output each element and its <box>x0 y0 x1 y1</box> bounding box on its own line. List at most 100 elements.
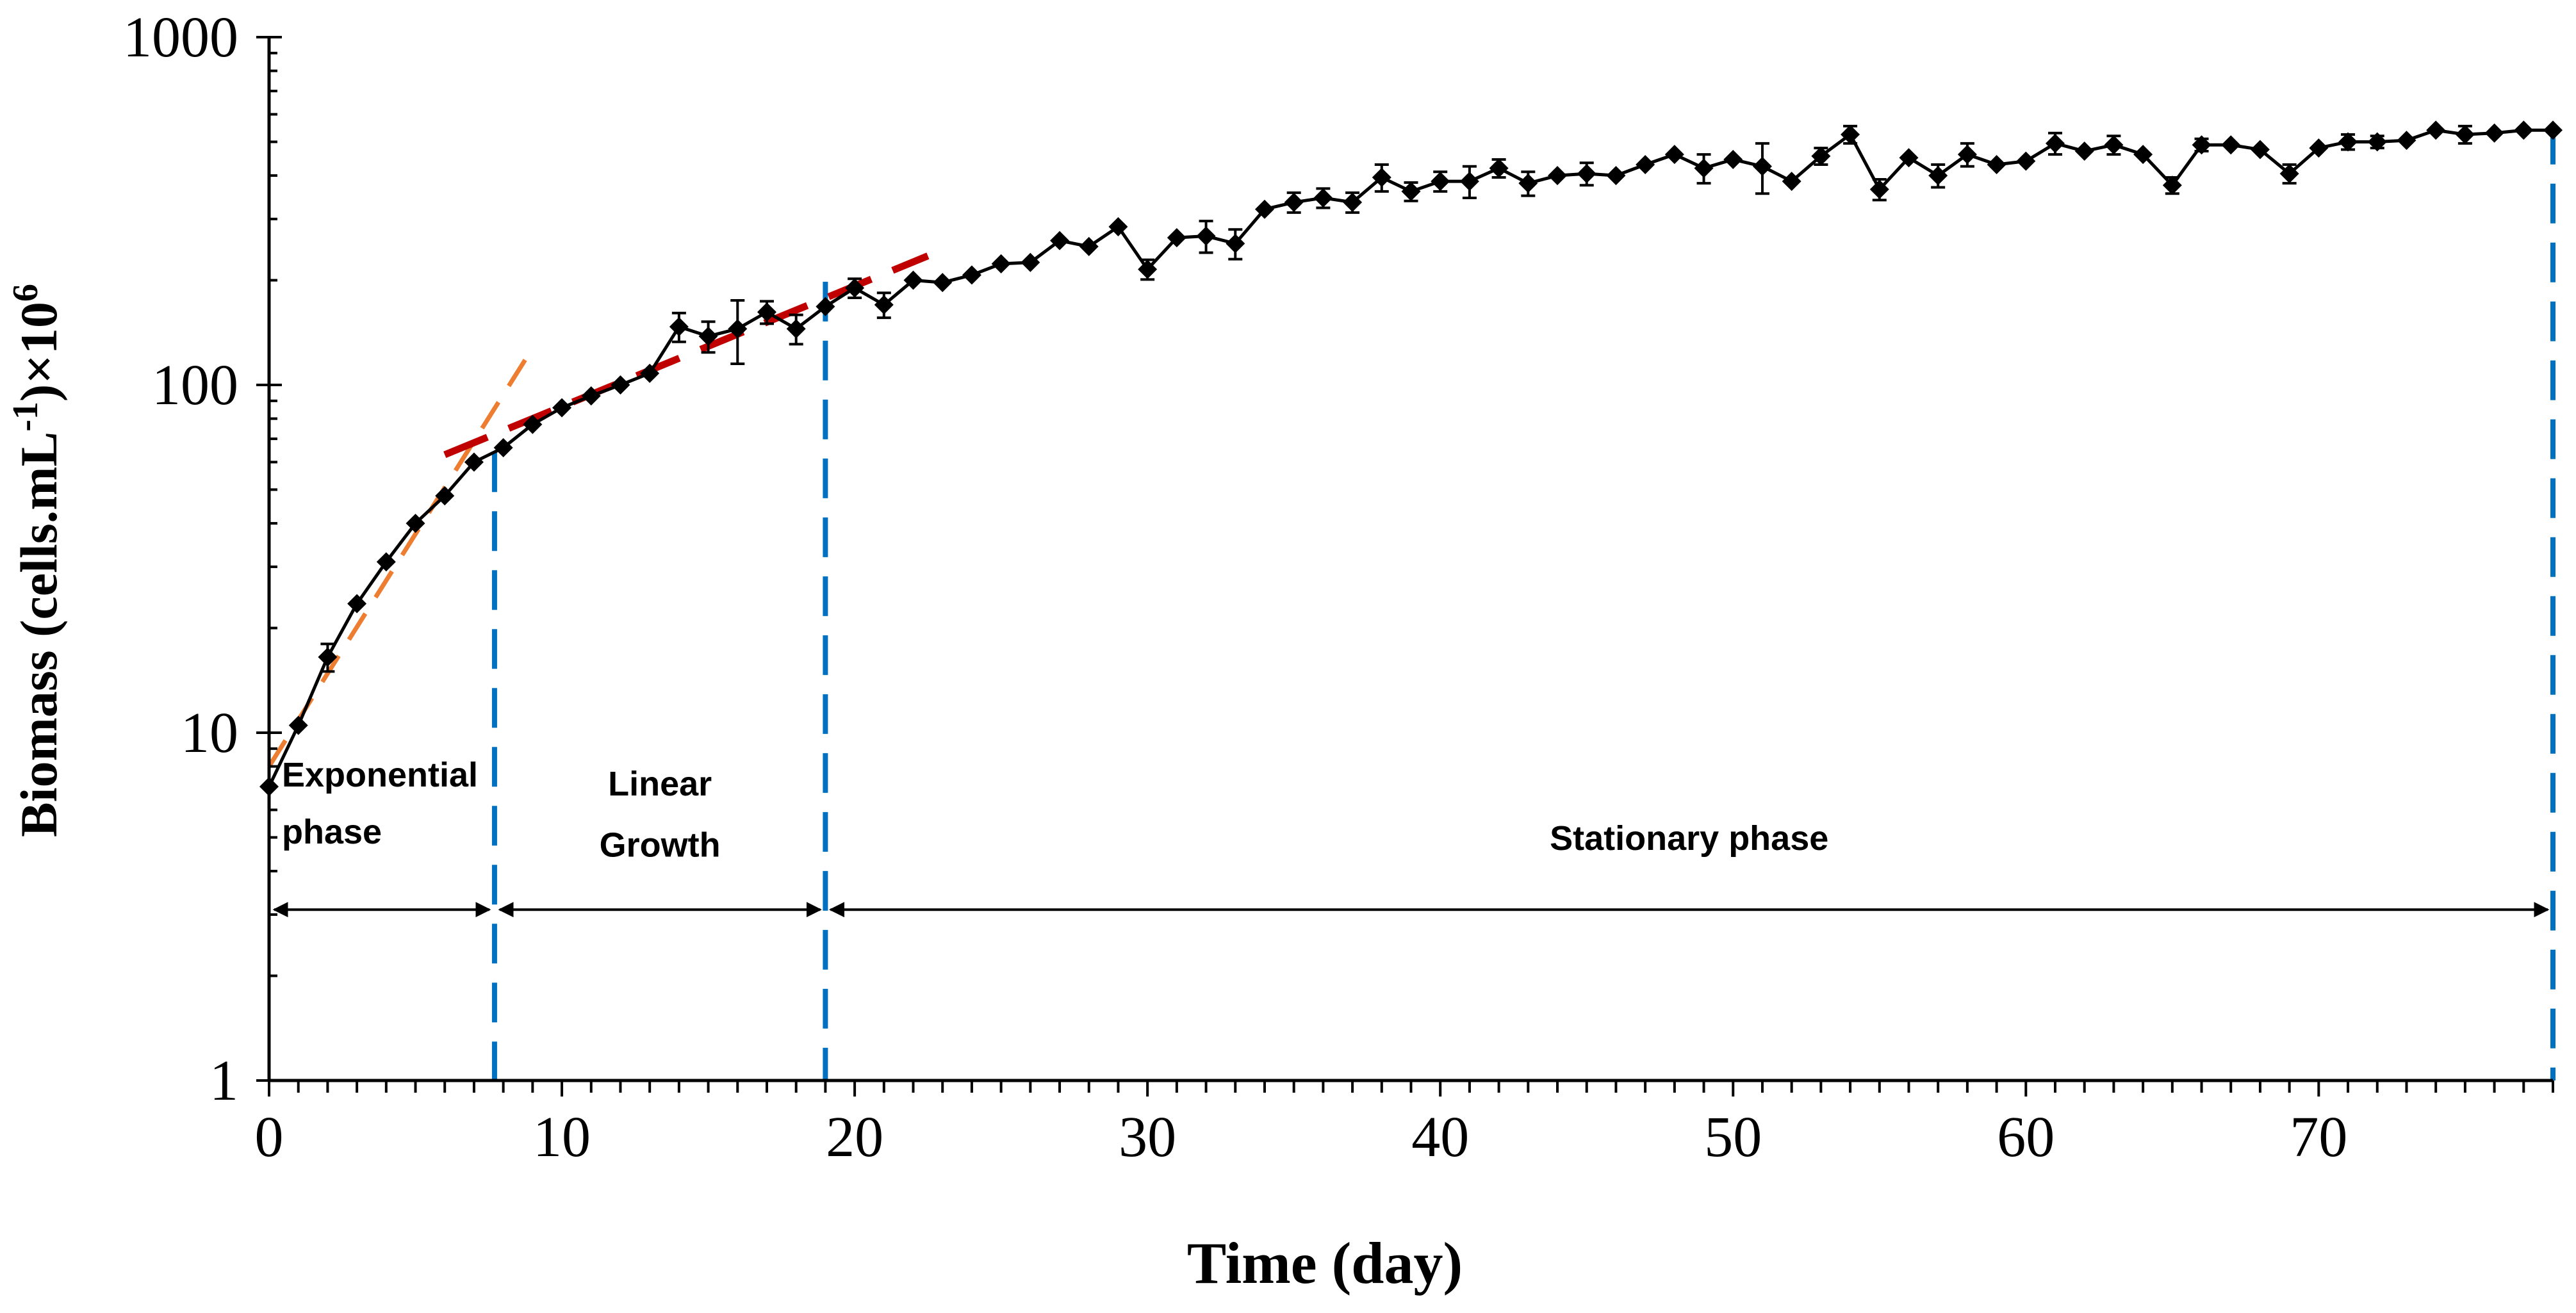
tick-labels: 1 10 100 1000 0 10 20 30 40 50 60 70 <box>123 6 2347 1169</box>
data-point-marker <box>1723 149 1743 169</box>
data-point-marker <box>757 302 776 322</box>
data-point-marker <box>1841 124 1860 144</box>
tick-marks <box>256 36 2554 1097</box>
phase-label: Stationary phase <box>1550 819 1828 858</box>
data-point-marker <box>1459 172 1479 192</box>
data-point-marker <box>2016 151 2036 171</box>
data-point-marker <box>933 273 953 293</box>
data-point-marker <box>962 265 981 285</box>
data-point-marker <box>1957 145 1977 165</box>
data-point-marker <box>2338 132 2358 152</box>
data-point-marker <box>288 715 308 735</box>
data-point-marker <box>1050 231 1070 250</box>
data-point-marker <box>1489 158 1509 178</box>
x-tick-label: 30 <box>1119 1105 1176 1169</box>
data-point-marker <box>523 414 543 434</box>
data-point-marker <box>376 552 396 572</box>
data-point-marker <box>2543 120 2563 140</box>
biomass-line <box>267 128 2553 788</box>
data-point-marker <box>552 398 572 418</box>
phase-annotations: Exponential phase Linear Growth Stationary p… <box>272 756 2550 918</box>
data-point-marker <box>1636 155 1655 175</box>
data-point-marker <box>1518 174 1538 193</box>
data-point-marker <box>2279 164 2299 184</box>
phase-label-line2: Growth <box>600 826 721 865</box>
data-point-marker <box>2455 124 2475 144</box>
data-point-marker <box>1869 179 1889 199</box>
data-point-marker <box>1928 166 1948 186</box>
data-point-marker <box>1548 166 1568 186</box>
data-point-marker <box>318 647 338 667</box>
data-point-marker <box>2484 123 2504 143</box>
data-point-marker <box>1226 234 1245 254</box>
data-point-marker <box>2046 133 2065 153</box>
data-point-marker <box>1167 228 1186 248</box>
data-point-marker <box>1899 148 1919 168</box>
y-tick-label: 100 <box>152 354 238 417</box>
data-point-marker <box>464 452 484 472</box>
data-point-marker <box>493 437 513 457</box>
data-point-marker <box>1694 158 1714 178</box>
data-point-marker <box>435 486 455 506</box>
data-point-marker <box>2104 135 2124 155</box>
data-point-marker <box>1811 146 1831 166</box>
data-point-marker <box>728 319 748 339</box>
data-point-marker <box>845 278 865 298</box>
y-tick-label: 10 <box>181 701 238 765</box>
data-point-marker <box>2074 142 2094 161</box>
data-point-marker <box>581 386 601 406</box>
fit-lines <box>267 252 930 768</box>
data-point-marker <box>2397 131 2416 151</box>
data-point-marker <box>874 295 894 314</box>
x-tick-label: 60 <box>1997 1105 2055 1169</box>
data-point-marker <box>2133 145 2153 165</box>
y-axis-label: Biomass (cells.mL-1)×106 <box>6 284 68 837</box>
data-point-marker <box>1138 259 1158 279</box>
data-point-marker <box>347 594 367 614</box>
phase-label-line1: Linear <box>608 765 712 803</box>
data-point-marker <box>786 319 806 339</box>
y-axis-label-main: Biomass (cells.mL <box>10 432 68 837</box>
data-point-marker <box>2309 138 2329 158</box>
data-point-marker <box>1108 217 1128 237</box>
data-point-marker <box>669 317 689 337</box>
y-axis-label-sup1: -1 <box>6 402 45 432</box>
y-axis-label-mid: )×10 <box>10 302 68 402</box>
data-point-marker <box>1577 164 1596 184</box>
data-point-marker <box>1782 172 1801 192</box>
y-tick-label: 1 <box>209 1049 238 1113</box>
data-point-marker <box>1987 155 2006 175</box>
x-tick-label: 20 <box>826 1105 883 1169</box>
data-point-marker <box>1021 252 1040 272</box>
phase-boundaries <box>491 124 2555 1081</box>
data-point-marker <box>611 375 630 395</box>
y-axis-label-sup2: 6 <box>6 284 45 302</box>
data-point-marker <box>2426 120 2446 140</box>
data-point-marker <box>1606 166 1626 186</box>
data-point-marker <box>2367 132 2387 152</box>
data-point-marker <box>2514 120 2534 140</box>
phase-label-line1: Exponential <box>282 756 478 794</box>
data-point-marker <box>1313 188 1333 208</box>
x-tick-label: 0 <box>255 1105 284 1169</box>
x-tick-label: 40 <box>1411 1105 1469 1169</box>
data-point-marker <box>1284 192 1304 212</box>
y-tick-label: 1000 <box>123 6 238 69</box>
data-point-marker <box>1431 172 1450 192</box>
data-point-marker <box>2250 140 2270 159</box>
phase-label-line2: phase <box>282 813 382 851</box>
data-point-marker <box>1752 156 1772 176</box>
data-point-marker <box>2192 135 2211 155</box>
data-point-marker <box>1401 181 1421 201</box>
x-tick-label: 70 <box>2290 1105 2347 1169</box>
x-tick-label: 10 <box>533 1105 591 1169</box>
x-tick-label: 50 <box>1704 1105 1762 1169</box>
data-point-marker <box>259 777 279 797</box>
data-point-marker <box>1343 192 1363 212</box>
data-point-marker <box>406 514 425 534</box>
data-point-marker <box>698 327 718 347</box>
data-point-marker <box>991 254 1011 273</box>
biomass-series <box>259 120 2563 797</box>
data-point-marker <box>1079 236 1099 256</box>
